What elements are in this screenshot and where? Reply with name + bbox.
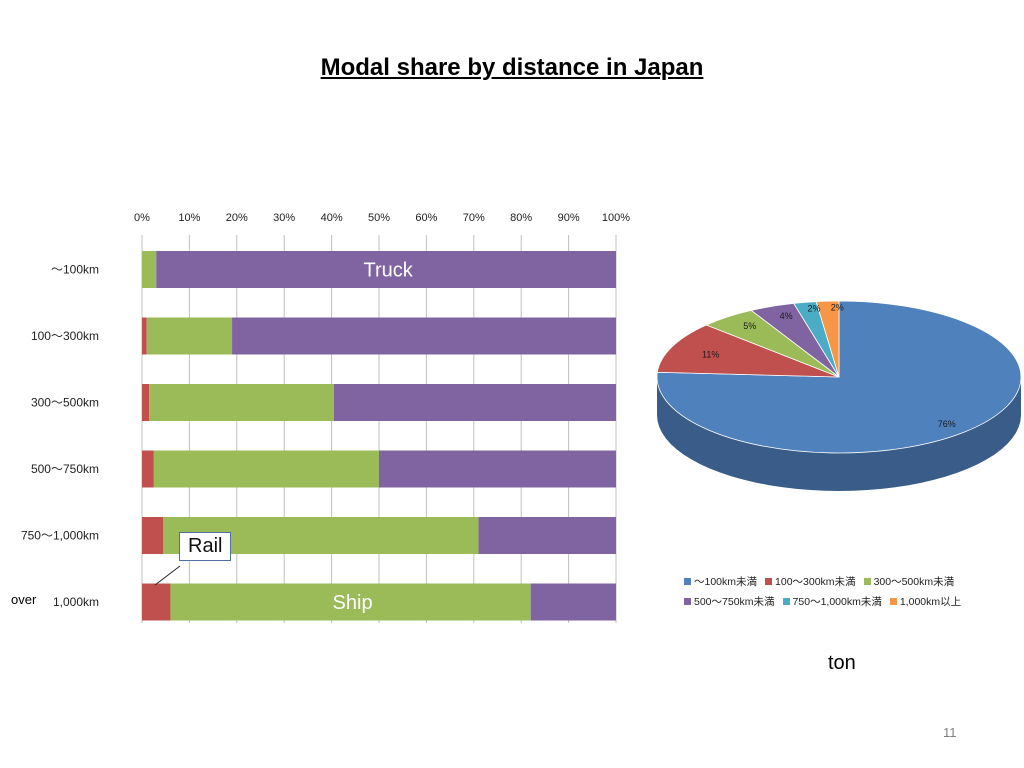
- legend-swatch: [889, 598, 897, 605]
- pie-data-label: 76%: [938, 419, 956, 429]
- legend-swatch: [782, 598, 790, 605]
- x-tick-label: 30%: [273, 212, 295, 224]
- legend-swatch: [684, 598, 691, 605]
- pie-data-label: 4%: [780, 311, 793, 321]
- legend-swatch: [863, 578, 871, 585]
- pie-slice: [815, 300, 840, 378]
- rail-callout: Rail: [179, 532, 232, 561]
- rail-leader-line: [154, 565, 181, 586]
- pie-side-wall: [657, 377, 1021, 491]
- x-tick-label: 70%: [463, 212, 485, 224]
- annotation-ship: Ship: [333, 592, 373, 614]
- legend-label: 〜100km未満: [694, 576, 758, 588]
- over-label: over: [11, 592, 37, 607]
- category-label: 300〜500km: [31, 396, 99, 410]
- bar-segment-ship: [142, 251, 157, 288]
- distance-share-pie-chart: 76% 11% 5% 4% 2% 2%: [656, 300, 1022, 491]
- x-tick-label: 100%: [602, 212, 630, 224]
- bar-segment-truck: [333, 384, 616, 421]
- bar-segment-rail: [142, 583, 171, 621]
- x-tick-label: 90%: [558, 212, 580, 224]
- slide-title: Modal share by distance in Japan: [320, 54, 704, 81]
- pie-data-label: 11%: [702, 350, 719, 360]
- bar-segment-ship: [149, 384, 334, 421]
- bar-segment-truck: [156, 251, 616, 288]
- annotation-truck: Truck: [363, 260, 413, 282]
- category-label: 〜100km: [51, 263, 99, 277]
- category-label: 500〜750km: [31, 462, 99, 476]
- category-label: 100〜300km: [31, 329, 99, 343]
- bar-segment-ship: [170, 583, 531, 621]
- bar-segment-rail: [142, 317, 147, 355]
- modal-share-bar-chart: 0% 10% 20% 30% 40% 50% 60% 70% 80% 90% 100% 〜100km 1…: [21, 212, 630, 623]
- page-number: 11: [943, 725, 957, 740]
- category-label: 750〜1,000km: [21, 529, 99, 543]
- pie-data-label: 2%: [807, 304, 820, 314]
- legend-label: 500〜750km未満: [694, 596, 775, 608]
- bar-segment-truck: [478, 517, 616, 554]
- bar-segment-truck: [379, 450, 616, 488]
- x-tick-label: 50%: [368, 212, 390, 224]
- legend-label: 300〜500km未満: [873, 576, 955, 588]
- legend-label: 750〜1,000km未満: [792, 596, 882, 608]
- legend-item: 〜100km未満: [684, 574, 757, 589]
- x-tick-label: 20%: [226, 212, 248, 224]
- legend-swatch: [765, 578, 773, 585]
- pie-slice: [656, 300, 1022, 454]
- legend-item: 750〜1,000km未満: [782, 594, 882, 609]
- x-tick-label: 10%: [178, 212, 200, 224]
- bar-segment-rail: [142, 450, 154, 488]
- bar-segment-rail: [142, 384, 150, 421]
- legend-label: 100〜300km未満: [775, 576, 856, 588]
- x-tick-label: 60%: [415, 212, 437, 224]
- bar-segment-ship: [146, 317, 233, 355]
- bar-segment-rail: [142, 517, 164, 554]
- x-tick-label: 80%: [510, 212, 532, 224]
- pie-slice: [656, 324, 840, 378]
- legend-item: 100〜300km未満: [765, 574, 856, 589]
- pie-legend: 〜100km未満 100〜300km未満 300〜500km未満 500〜750km未…: [684, 574, 1004, 614]
- legend-item: 300〜500km未満: [863, 574, 955, 589]
- bar-segment-truck: [530, 583, 616, 621]
- x-tick-label: 40%: [321, 212, 343, 224]
- legend-item: 1,000km以上: [889, 594, 962, 609]
- bar-segment-ship: [153, 450, 379, 488]
- bar-segment-truck: [232, 317, 616, 355]
- pie-data-label: 2%: [831, 303, 844, 313]
- x-tick-label: 0%: [134, 212, 150, 224]
- legend-label: 1,000km以上: [899, 596, 962, 608]
- legend-swatch: [684, 578, 691, 585]
- legend-item: 500〜750km未満: [684, 594, 775, 609]
- pie-data-label: 5%: [743, 321, 756, 331]
- ton-label: ton: [828, 652, 856, 674]
- category-label: 1,000km: [53, 595, 99, 609]
